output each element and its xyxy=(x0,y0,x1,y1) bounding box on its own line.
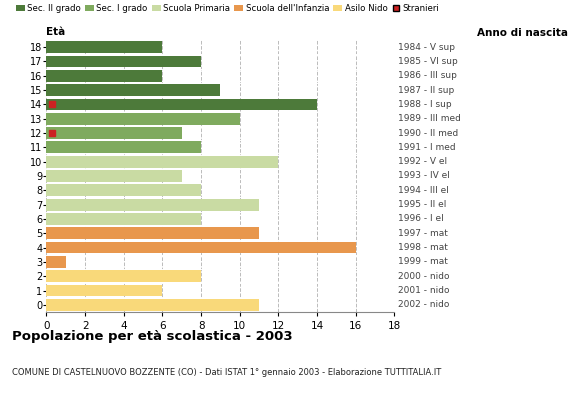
Text: Popolazione per età scolastica - 2003: Popolazione per età scolastica - 2003 xyxy=(12,330,292,343)
Text: 1994 - III el: 1994 - III el xyxy=(398,186,449,195)
Bar xyxy=(46,70,162,82)
Bar xyxy=(46,256,66,268)
Bar xyxy=(46,113,240,125)
Text: COMUNE DI CASTELNUOVO BOZZENTE (CO) - Dati ISTAT 1° gennaio 2003 - Elaborazione : COMUNE DI CASTELNUOVO BOZZENTE (CO) - Da… xyxy=(12,368,441,377)
Text: 1984 - V sup: 1984 - V sup xyxy=(398,43,455,52)
Text: 1998 - mat: 1998 - mat xyxy=(398,243,448,252)
Text: 1989 - III med: 1989 - III med xyxy=(398,114,461,123)
Bar xyxy=(46,213,201,225)
Bar xyxy=(46,56,201,67)
Text: 1992 - V el: 1992 - V el xyxy=(398,157,447,166)
Bar xyxy=(46,170,182,182)
Bar xyxy=(46,156,278,168)
Bar xyxy=(46,199,259,210)
Text: 2002 - nido: 2002 - nido xyxy=(398,300,450,309)
Bar xyxy=(46,242,356,254)
Legend: Sec. II grado, Sec. I grado, Scuola Primaria, Scuola dell'Infanzia, Asilo Nido, : Sec. II grado, Sec. I grado, Scuola Prim… xyxy=(16,4,440,13)
Bar xyxy=(46,127,182,139)
Bar xyxy=(46,98,317,110)
Bar xyxy=(46,41,162,53)
Text: 2000 - nido: 2000 - nido xyxy=(398,272,450,281)
Text: 1988 - I sup: 1988 - I sup xyxy=(398,100,451,109)
Text: 1987 - II sup: 1987 - II sup xyxy=(398,86,454,95)
Bar xyxy=(46,299,259,311)
Text: 1995 - II el: 1995 - II el xyxy=(398,200,446,209)
Text: Età: Età xyxy=(46,27,66,37)
Text: 1993 - IV el: 1993 - IV el xyxy=(398,172,450,180)
Bar xyxy=(46,184,201,196)
Text: 1997 - mat: 1997 - mat xyxy=(398,229,448,238)
Bar xyxy=(46,84,220,96)
Text: 1999 - mat: 1999 - mat xyxy=(398,257,448,266)
Text: Anno di nascita: Anno di nascita xyxy=(477,28,568,38)
Text: 2001 - nido: 2001 - nido xyxy=(398,286,450,295)
Text: 1990 - II med: 1990 - II med xyxy=(398,128,458,138)
Bar xyxy=(46,142,201,153)
Bar xyxy=(46,285,162,296)
Bar xyxy=(46,270,201,282)
Text: 1985 - VI sup: 1985 - VI sup xyxy=(398,57,458,66)
Bar xyxy=(46,227,259,239)
Text: 1996 - I el: 1996 - I el xyxy=(398,214,444,224)
Text: 1991 - I med: 1991 - I med xyxy=(398,143,455,152)
Text: 1986 - III sup: 1986 - III sup xyxy=(398,71,457,80)
